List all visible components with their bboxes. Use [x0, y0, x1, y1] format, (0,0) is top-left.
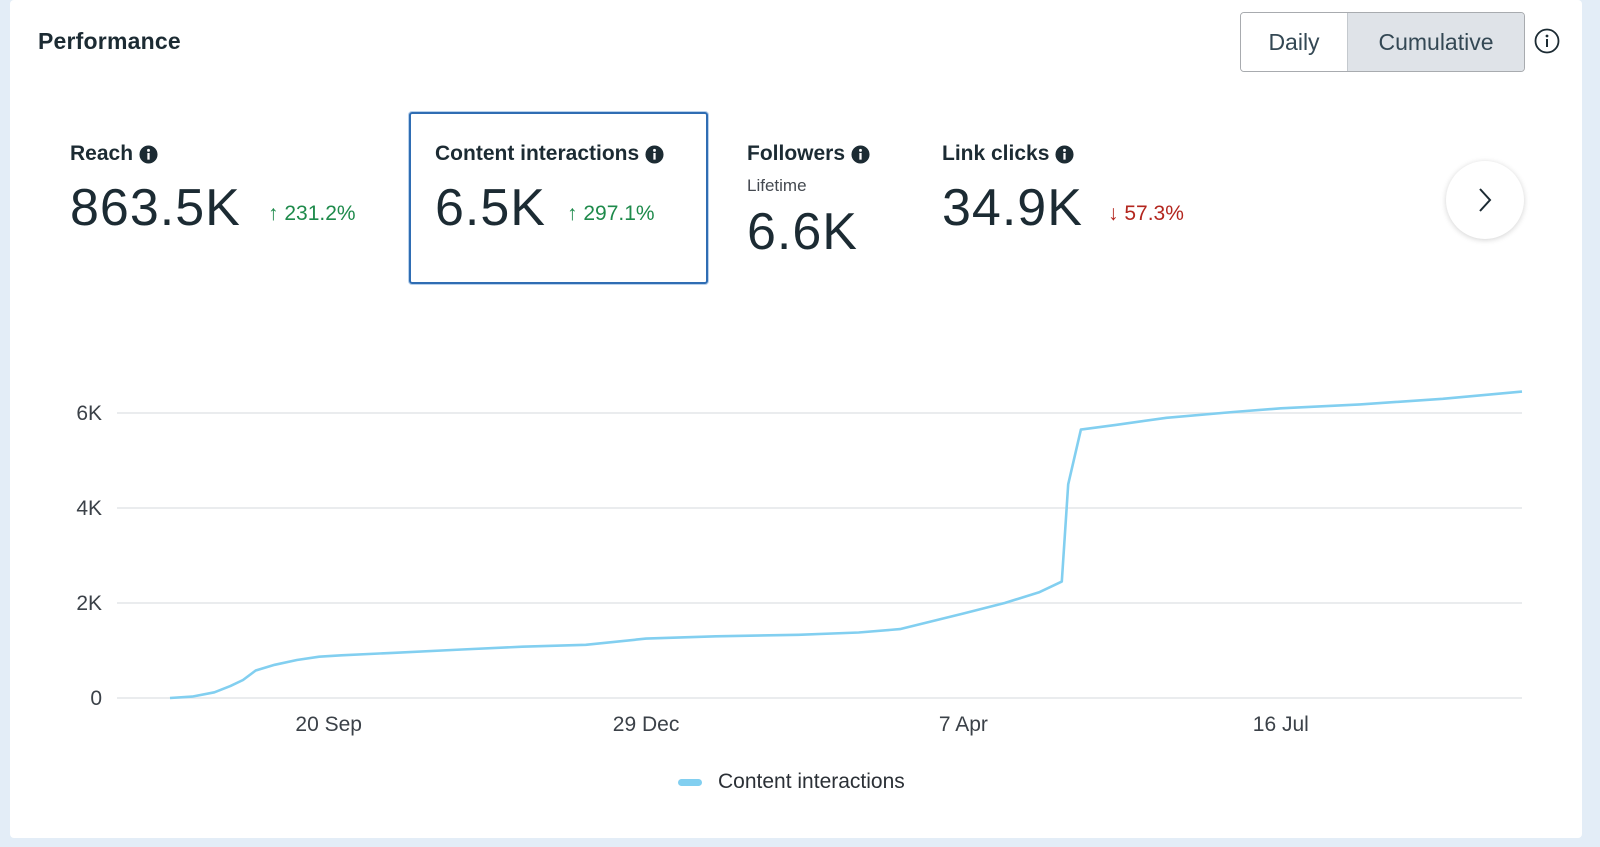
metric-label: Link clicks: [942, 142, 1050, 165]
metric-value: 6.5K: [435, 179, 546, 237]
metric-label: Content interactions: [435, 142, 640, 165]
metric-sub-label: Lifetime: [747, 176, 807, 195]
info-filled-icon[interactable]: [645, 144, 664, 164]
x-tick-label: 29 Dec: [613, 713, 680, 736]
y-tick-label: 4K: [76, 497, 102, 520]
metric-label: Reach: [70, 142, 134, 165]
legend-label[interactable]: Content interactions: [718, 770, 905, 793]
info-outline-icon[interactable]: [1534, 28, 1560, 54]
metric-value: 6.6K: [747, 203, 858, 261]
arrow-up-icon: ↑: [567, 202, 578, 225]
arrow-down-icon: ↓: [1108, 202, 1119, 225]
x-tick-label: 16 Jul: [1253, 713, 1309, 736]
chevron-right-icon: [1479, 188, 1492, 212]
y-tick-label: 6K: [76, 402, 102, 425]
daily-toggle-button[interactable]: Daily: [1241, 13, 1347, 71]
metric-change: ↑ 231.2%: [268, 202, 356, 225]
metric-change: ↑ 297.1%: [567, 202, 655, 225]
page-title: Performance: [38, 28, 181, 54]
metric-followers[interactable]: Followers Lifetime 6.6K: [747, 112, 907, 284]
x-tick-label: 7 Apr: [939, 713, 988, 736]
info-filled-icon[interactable]: [139, 144, 158, 164]
y-tick-label: 2K: [76, 592, 102, 615]
line-chart: 0 2K 4K 6K 20 Sep 29 Dec 7 Apr 16 Jul: [76, 390, 1523, 736]
info-filled-icon[interactable]: [1055, 144, 1074, 164]
metric-label: Followers: [747, 142, 846, 165]
legend-swatch: [678, 778, 702, 786]
metric-content-interactions[interactable]: Content interactions 6.5K ↑ 297.1%: [409, 112, 708, 284]
metric-change: ↓ 57.3%: [1108, 202, 1184, 225]
view-toggle: Daily Cumulative: [1240, 12, 1525, 72]
performance-card: Performance Daily Cumulative Reach 863.5…: [10, 0, 1582, 838]
y-tick-label: 0: [90, 687, 102, 710]
next-metrics-button[interactable]: [1446, 161, 1524, 239]
info-filled-icon[interactable]: [851, 144, 870, 164]
metric-value: 34.9K: [942, 179, 1083, 237]
x-tick-label: 20 Sep: [295, 713, 362, 736]
metric-reach[interactable]: Reach 863.5K ↑ 231.2%: [70, 112, 390, 284]
arrow-up-icon: ↑: [268, 202, 279, 225]
series-line-content-interactions: [169, 390, 1523, 700]
metric-value: 863.5K: [70, 179, 241, 237]
chart-legend: Content interactions: [678, 770, 905, 794]
cumulative-toggle-button[interactable]: Cumulative: [1347, 13, 1524, 71]
metric-link-clicks[interactable]: Link clicks 34.9K ↓ 57.3%: [942, 112, 1242, 284]
